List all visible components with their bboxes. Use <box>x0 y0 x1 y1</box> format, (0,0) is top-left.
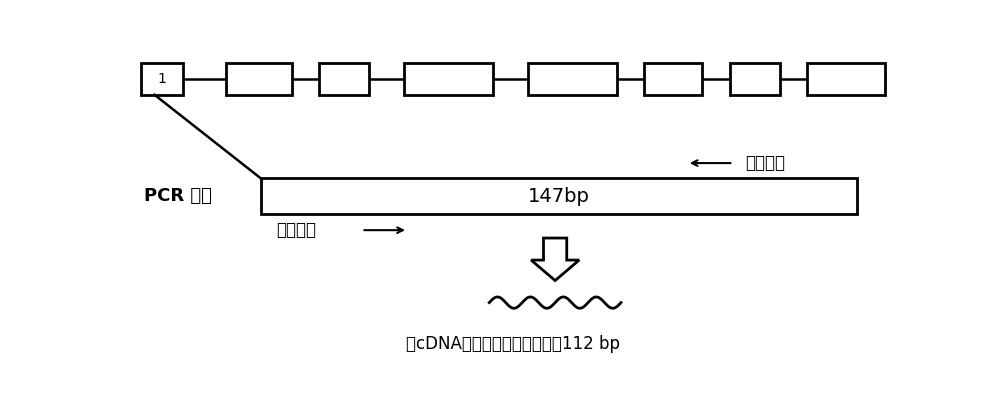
Text: 以cDNA为模板扩增产物长度：112 bp: 以cDNA为模板扩增产物长度：112 bp <box>406 335 620 353</box>
Text: 147bp: 147bp <box>528 187 590 206</box>
Polygon shape <box>531 238 579 281</box>
Text: 1: 1 <box>157 72 166 86</box>
Bar <box>404 63 493 95</box>
Bar <box>730 63 780 95</box>
Bar <box>261 178 857 214</box>
Bar <box>226 63 292 95</box>
Bar <box>807 63 885 95</box>
Bar <box>644 63 702 95</box>
Bar <box>528 63 617 95</box>
Bar <box>140 63 183 95</box>
Bar <box>319 63 369 95</box>
Text: 反向引物: 反向引物 <box>745 154 785 172</box>
Text: PCR 扩增: PCR 扩增 <box>144 187 212 205</box>
Text: 正向引物: 正向引物 <box>276 221 316 239</box>
